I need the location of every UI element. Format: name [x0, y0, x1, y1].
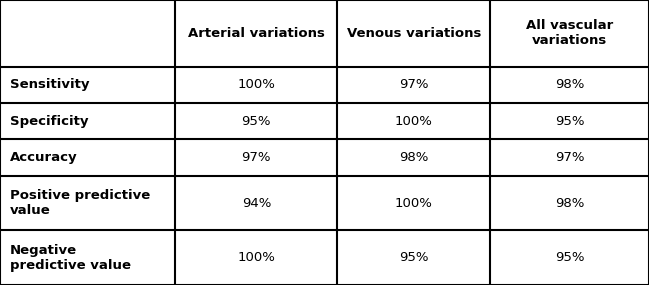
- Text: Negative
predictive value: Negative predictive value: [10, 244, 130, 272]
- Text: Arterial variations: Arterial variations: [188, 27, 324, 40]
- Text: 98%: 98%: [555, 78, 584, 91]
- Text: 95%: 95%: [555, 115, 584, 128]
- Text: Accuracy: Accuracy: [10, 151, 77, 164]
- Text: 98%: 98%: [399, 151, 428, 164]
- Text: Positive predictive
value: Positive predictive value: [10, 189, 150, 217]
- Text: 97%: 97%: [555, 151, 584, 164]
- Text: All vascular
variations: All vascular variations: [526, 19, 613, 47]
- Text: 95%: 95%: [241, 115, 271, 128]
- Text: 97%: 97%: [399, 78, 428, 91]
- Text: 97%: 97%: [241, 151, 271, 164]
- Text: Specificity: Specificity: [10, 115, 88, 128]
- Text: 100%: 100%: [238, 251, 275, 264]
- Text: 100%: 100%: [395, 115, 433, 128]
- Text: 100%: 100%: [395, 197, 433, 210]
- Text: 95%: 95%: [399, 251, 428, 264]
- Text: 95%: 95%: [555, 251, 584, 264]
- Text: 98%: 98%: [555, 197, 584, 210]
- Text: Venous variations: Venous variations: [347, 27, 481, 40]
- Text: Sensitivity: Sensitivity: [10, 78, 89, 91]
- Text: 100%: 100%: [238, 78, 275, 91]
- Text: 94%: 94%: [241, 197, 271, 210]
